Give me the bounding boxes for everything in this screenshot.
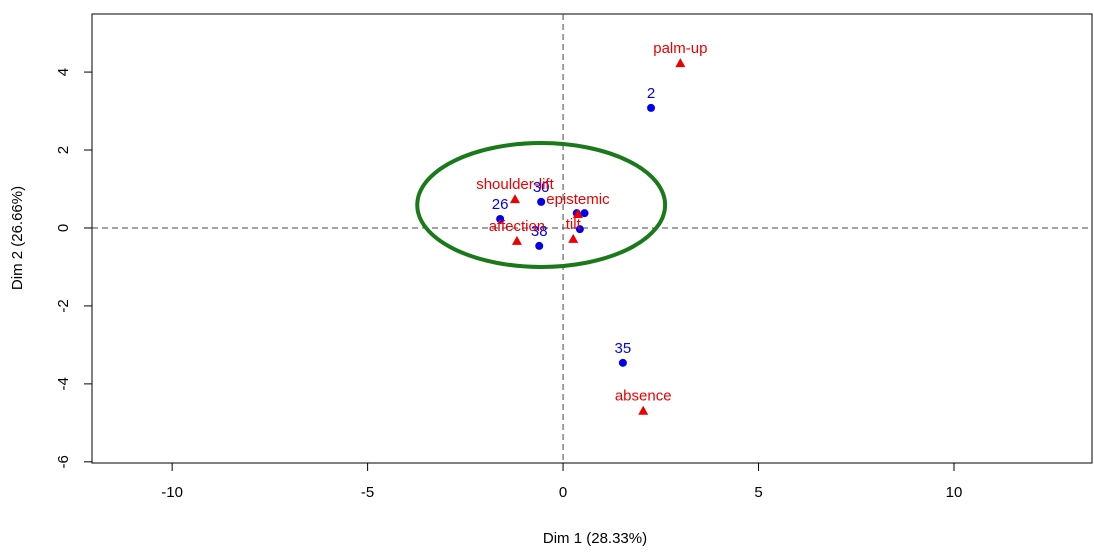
category-point — [638, 405, 649, 415]
point-label: 35 — [615, 340, 632, 357]
individual-point — [580, 209, 589, 218]
point-label: absence — [615, 388, 672, 405]
point-label: tilt — [566, 216, 582, 233]
individual-point — [618, 358, 627, 367]
category-point — [511, 235, 522, 245]
point-label: 2 — [647, 85, 655, 102]
point-label: shoulder-lift — [476, 176, 554, 193]
individual-point — [647, 103, 656, 112]
x-tick-label: -5 — [361, 484, 374, 501]
point-label: epistemic — [546, 191, 610, 208]
confidence-ellipse — [415, 141, 668, 269]
x-tick-label: 10 — [946, 484, 963, 501]
individual-point — [496, 215, 505, 224]
y-axis-label: Dim 2 (26.66%) — [9, 186, 26, 290]
y-tick-label: 2 — [55, 146, 72, 154]
x-tick-label: 0 — [559, 484, 567, 501]
category-point — [572, 208, 583, 218]
x-tick-label: 5 — [754, 484, 762, 501]
y-tick-label: -2 — [55, 299, 72, 312]
x-axis-label: Dim 1 (28.33%) — [543, 530, 647, 547]
y-tick-label: -6 — [55, 455, 72, 468]
individual-point — [537, 197, 546, 206]
point-label: 26 — [492, 196, 509, 213]
point-label: palm-up — [653, 40, 707, 57]
point-label: affection — [489, 218, 545, 235]
y-tick-label: 0 — [55, 224, 72, 232]
y-tick-label: 4 — [55, 68, 72, 76]
category-point — [509, 194, 520, 204]
category-point — [568, 233, 579, 243]
individual-point — [535, 241, 544, 250]
y-tick-label: -4 — [55, 377, 72, 390]
x-tick-label: -10 — [161, 484, 183, 501]
point-label: 30 — [533, 179, 550, 196]
plot-frame — [91, 13, 1093, 464]
point-label: 38 — [531, 223, 548, 240]
individual-point — [575, 225, 584, 234]
category-point — [675, 58, 686, 68]
